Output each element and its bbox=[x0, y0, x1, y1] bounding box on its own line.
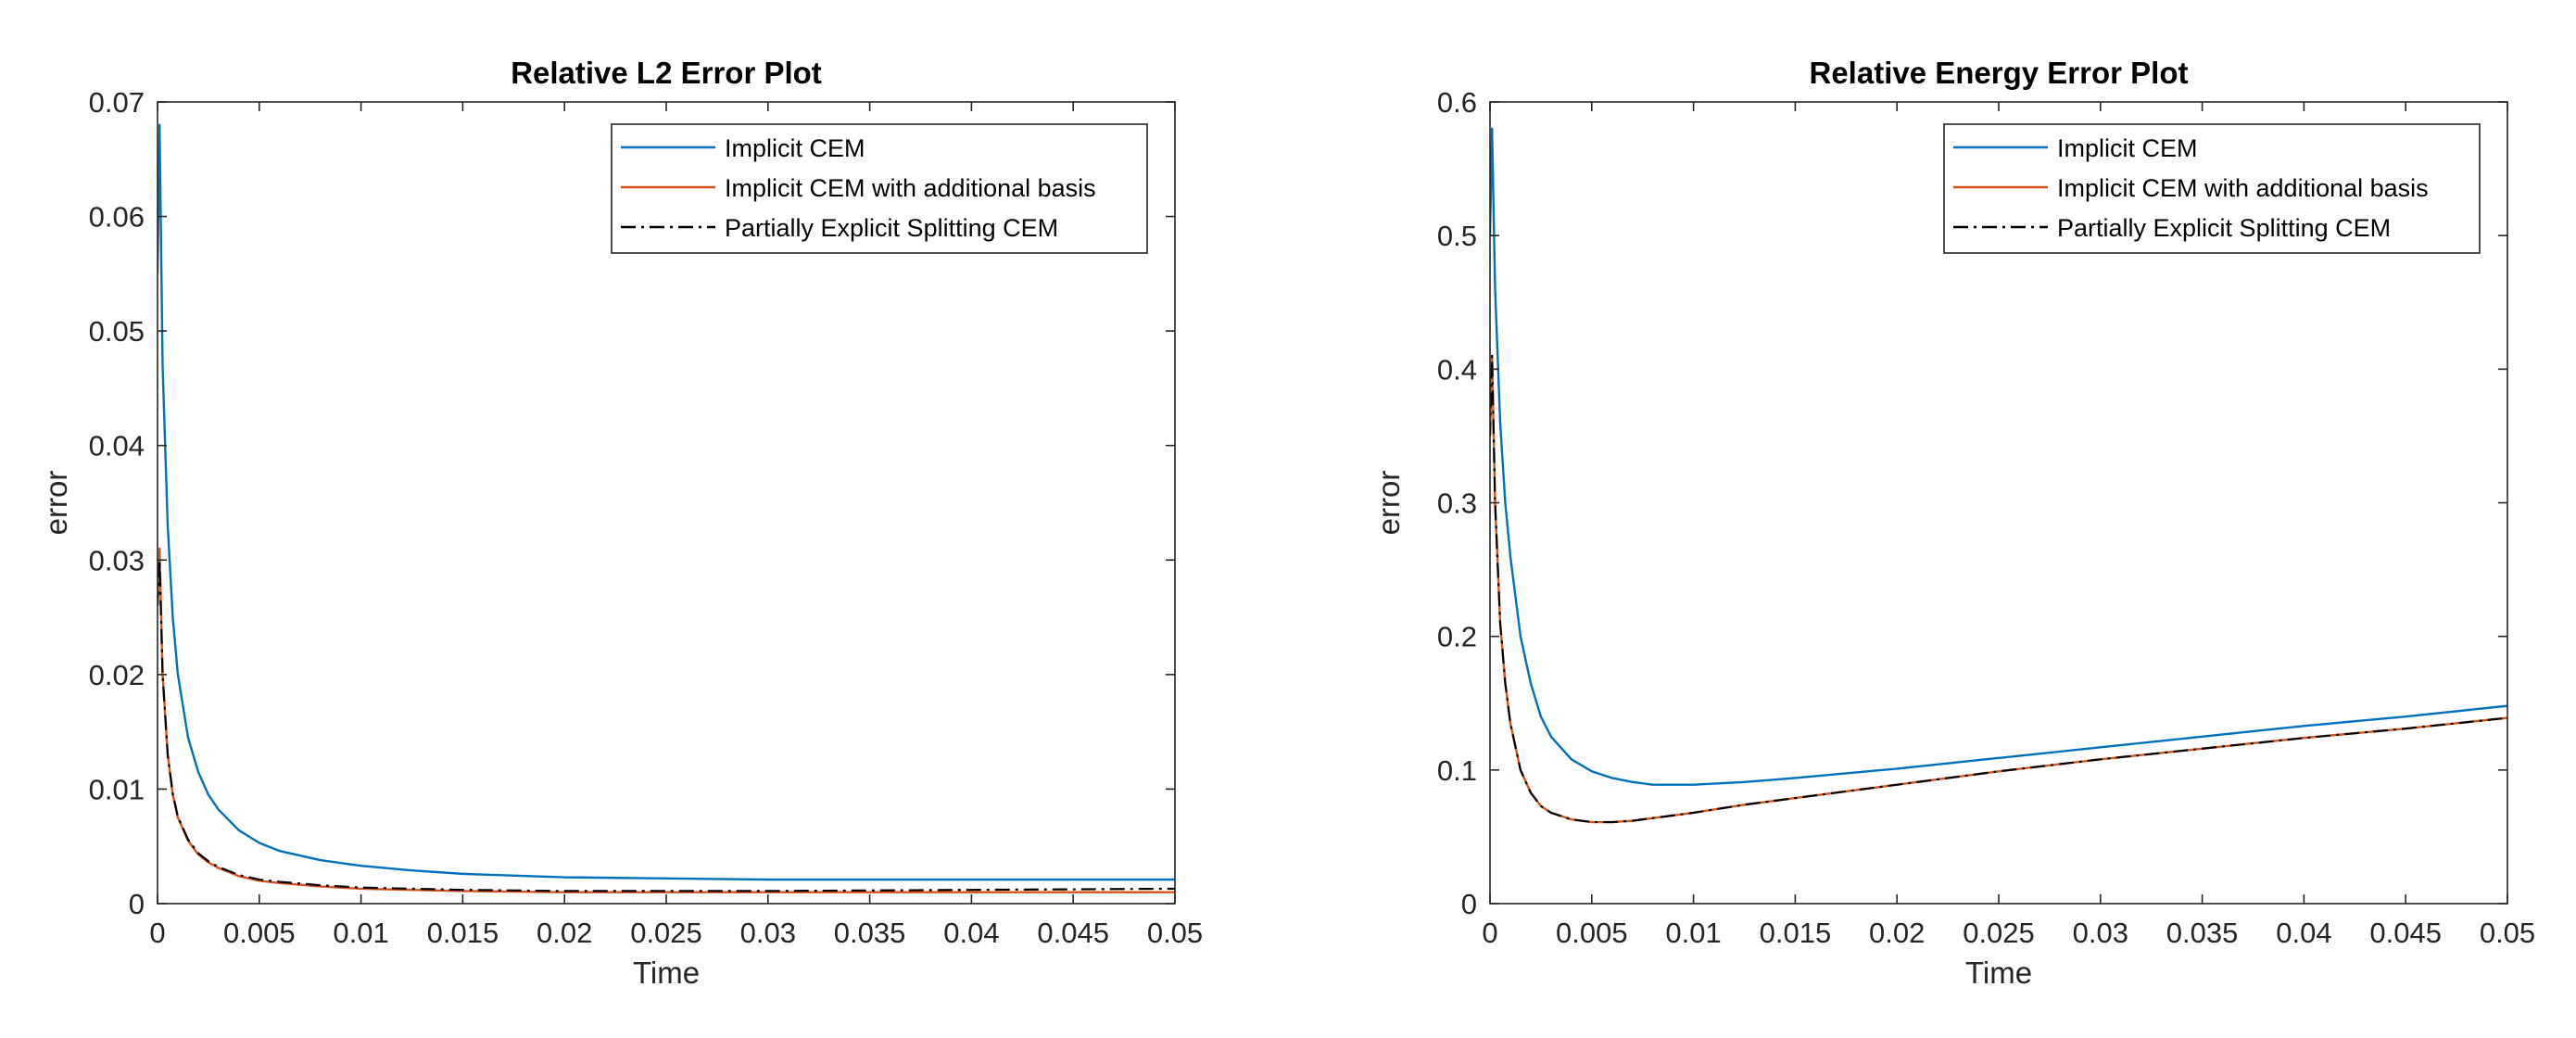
y-tick-label: 0 bbox=[129, 888, 145, 920]
series-line-3 bbox=[158, 559, 1175, 892]
legend-label: Partially Explicit Splitting CEM bbox=[2057, 214, 2391, 242]
x-tick-label: 0.02 bbox=[1869, 917, 1925, 949]
x-tick-label: 0.005 bbox=[223, 917, 296, 949]
y-tick-label: 0.05 bbox=[89, 315, 145, 348]
y-tick-label: 0.1 bbox=[1437, 754, 1477, 787]
legend-label: Implicit CEM bbox=[725, 134, 865, 162]
y-tick-label: 0.4 bbox=[1437, 353, 1477, 386]
legend-label: Partially Explicit Splitting CEM bbox=[725, 214, 1058, 242]
y-tick-label: 0.01 bbox=[89, 773, 145, 805]
y-tick-label: 0.04 bbox=[89, 430, 145, 462]
x-tick-label: 0.01 bbox=[333, 917, 388, 949]
y-tick-label: 0.5 bbox=[1437, 220, 1477, 252]
chart-title: Relative Energy Error Plot bbox=[1810, 56, 2189, 90]
y-tick-label: 0 bbox=[1461, 888, 1477, 920]
legend: Implicit CEM Implicit CEM with additional… bbox=[611, 123, 1148, 254]
x-tick-label: 0.03 bbox=[740, 917, 796, 949]
x-tick-label: 0.05 bbox=[2480, 917, 2535, 949]
y-tick-label: 0.03 bbox=[89, 544, 145, 576]
y-tick-label: 0.6 bbox=[1437, 86, 1477, 119]
chart-2: 0 0.005 0.01 0.015 0.02 0.025 0.03 0.035 0.04 0.0… bbox=[1371, 56, 2535, 990]
series-line-1 bbox=[158, 123, 1175, 881]
y-tick-label: 0.07 bbox=[89, 86, 145, 119]
x-tick-label: 0.05 bbox=[1147, 917, 1203, 949]
x-tick-label: 0.03 bbox=[2073, 917, 2128, 949]
x-tick-label: 0 bbox=[1482, 917, 1497, 949]
legend-box bbox=[611, 123, 1148, 254]
legend-box bbox=[1943, 123, 2481, 254]
x-tick-label: 0.01 bbox=[1665, 917, 1721, 949]
y-tick-label: 0.3 bbox=[1437, 487, 1477, 520]
x-axis-label: Time bbox=[633, 956, 700, 990]
x-tick-label: 0.035 bbox=[2166, 917, 2239, 949]
y-axis-label: error bbox=[1371, 471, 1406, 536]
chart-title: Relative L2 Error Plot bbox=[511, 56, 822, 90]
y-axis-label: error bbox=[39, 471, 73, 536]
y-tick-label: 0.06 bbox=[89, 201, 145, 234]
x-tick-label: 0.015 bbox=[427, 917, 499, 949]
legend-label: Implicit CEM bbox=[2057, 134, 2198, 162]
x-tick-label: 0.045 bbox=[1037, 917, 1109, 949]
x-tick-label: 0 bbox=[149, 917, 165, 949]
legend-label: Implicit CEM with additional basis bbox=[725, 174, 1096, 202]
x-tick-label: 0.02 bbox=[537, 917, 592, 949]
x-tick-label: 0.04 bbox=[2276, 917, 2331, 949]
x-tick-label: 0.025 bbox=[630, 917, 702, 949]
x-tick-label: 0.045 bbox=[2369, 917, 2442, 949]
y-tick-label: 0.02 bbox=[89, 659, 145, 691]
x-tick-label: 0.015 bbox=[1760, 917, 1832, 949]
x-tick-label: 0.04 bbox=[943, 917, 999, 949]
series-line-3 bbox=[1490, 354, 2507, 824]
legend: Implicit CEM Implicit CEM with additional… bbox=[1943, 123, 2481, 254]
y-tick-label: 0.2 bbox=[1437, 621, 1477, 653]
chart-1: 0 0.005 0.01 0.015 0.02 0.025 0.03 0.035 0.04 0.0… bbox=[39, 56, 1203, 990]
x-tick-label: 0.025 bbox=[1963, 917, 2035, 949]
x-tick-label: 0.005 bbox=[1556, 917, 1628, 949]
series-line-1 bbox=[1490, 127, 2507, 786]
x-tick-label: 0.035 bbox=[834, 917, 906, 949]
x-axis-label: Time bbox=[1965, 956, 2032, 990]
legend-label: Implicit CEM with additional basis bbox=[2057, 174, 2429, 202]
